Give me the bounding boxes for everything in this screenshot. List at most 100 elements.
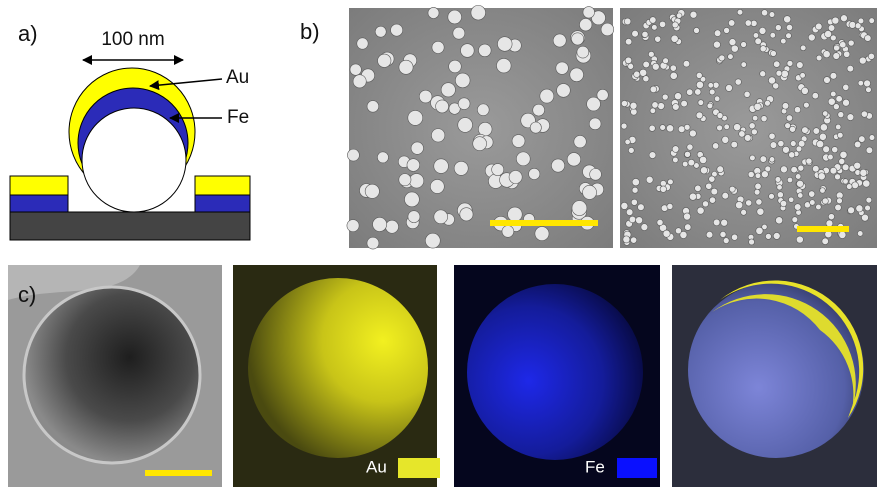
- particle: [590, 168, 602, 180]
- particle: [676, 13, 682, 19]
- particle: [477, 104, 489, 116]
- particle: [765, 233, 771, 239]
- particle: [854, 162, 861, 169]
- particle: [667, 203, 673, 209]
- particle: [386, 220, 399, 233]
- particle: [869, 135, 875, 141]
- particle: [628, 63, 634, 69]
- particle: [848, 207, 855, 214]
- particle: [628, 147, 634, 153]
- particle: [533, 104, 545, 116]
- particle: [760, 156, 767, 163]
- au-signal: [248, 278, 428, 458]
- particle: [434, 159, 449, 174]
- particle: [840, 42, 846, 48]
- particle: [660, 125, 666, 131]
- particle: [818, 173, 825, 180]
- particle: [765, 100, 771, 106]
- particle: [782, 103, 789, 110]
- particle: [864, 80, 871, 87]
- legend-swatch: [617, 458, 657, 478]
- particle: [666, 125, 673, 132]
- particle: [449, 60, 462, 73]
- particle: [835, 204, 842, 211]
- particle: [769, 133, 775, 139]
- particle: [745, 20, 751, 26]
- particle: [768, 77, 775, 84]
- particle: [824, 77, 831, 84]
- particle: [621, 100, 627, 106]
- particle: [782, 146, 789, 153]
- particle: [460, 208, 473, 221]
- particle: [755, 173, 761, 179]
- particle: [432, 41, 444, 53]
- particle: [436, 100, 449, 113]
- particle: [717, 166, 724, 173]
- particle: [512, 135, 525, 148]
- particle: [706, 183, 712, 189]
- particle: [407, 159, 420, 172]
- particle: [719, 55, 725, 61]
- particle: [739, 131, 745, 137]
- panel-b: b): [300, 5, 877, 249]
- particle: [714, 96, 719, 101]
- panel-label: c): [18, 282, 36, 307]
- particle: [690, 11, 697, 18]
- particle: [347, 149, 359, 161]
- particle: [830, 91, 836, 97]
- particle: [760, 46, 766, 52]
- particle: [756, 199, 762, 205]
- particle: [792, 217, 798, 223]
- particle: [849, 21, 856, 28]
- particle: [579, 18, 591, 30]
- particle: [731, 141, 738, 148]
- particle: [643, 76, 649, 82]
- particle: [655, 36, 661, 42]
- particle: [852, 182, 859, 189]
- particle: [660, 186, 666, 192]
- particle: [662, 94, 668, 100]
- particle: [858, 80, 863, 85]
- particle: [431, 129, 444, 142]
- particle: [365, 184, 379, 198]
- particle: [724, 124, 730, 130]
- particle: [375, 26, 386, 37]
- particle: [621, 202, 628, 209]
- legend-swatch: [398, 458, 440, 478]
- particle: [791, 166, 798, 173]
- particle: [734, 124, 741, 131]
- particle: [625, 57, 632, 64]
- particle: [672, 146, 679, 153]
- particle: [535, 227, 549, 241]
- panel-c: c) Au Fe: [8, 265, 877, 487]
- particle: [720, 231, 726, 237]
- particle: [839, 158, 845, 164]
- particle: [658, 103, 665, 110]
- particle: [786, 24, 792, 30]
- particle: [823, 146, 830, 153]
- particle: [649, 152, 656, 159]
- particle: [769, 157, 774, 162]
- particle: [672, 22, 678, 28]
- particle: [776, 70, 782, 76]
- particle: [631, 199, 637, 205]
- particle: [796, 62, 803, 69]
- particle: [830, 167, 837, 174]
- legend-label: Au: [366, 457, 387, 476]
- particle: [713, 219, 720, 226]
- figure: a) 100 nm Au Fe b) c) Au: [0, 0, 877, 487]
- particle: [574, 135, 586, 147]
- particle: [350, 64, 361, 75]
- particle: [780, 166, 787, 173]
- particle: [770, 32, 776, 38]
- particle: [478, 122, 492, 136]
- particle: [638, 204, 645, 211]
- particle: [713, 41, 720, 48]
- particle: [684, 224, 691, 231]
- particle: [787, 177, 792, 182]
- particle: [553, 34, 566, 47]
- particle: [721, 219, 728, 226]
- particle: [367, 237, 379, 249]
- particle: [650, 86, 657, 93]
- particle: [697, 207, 704, 214]
